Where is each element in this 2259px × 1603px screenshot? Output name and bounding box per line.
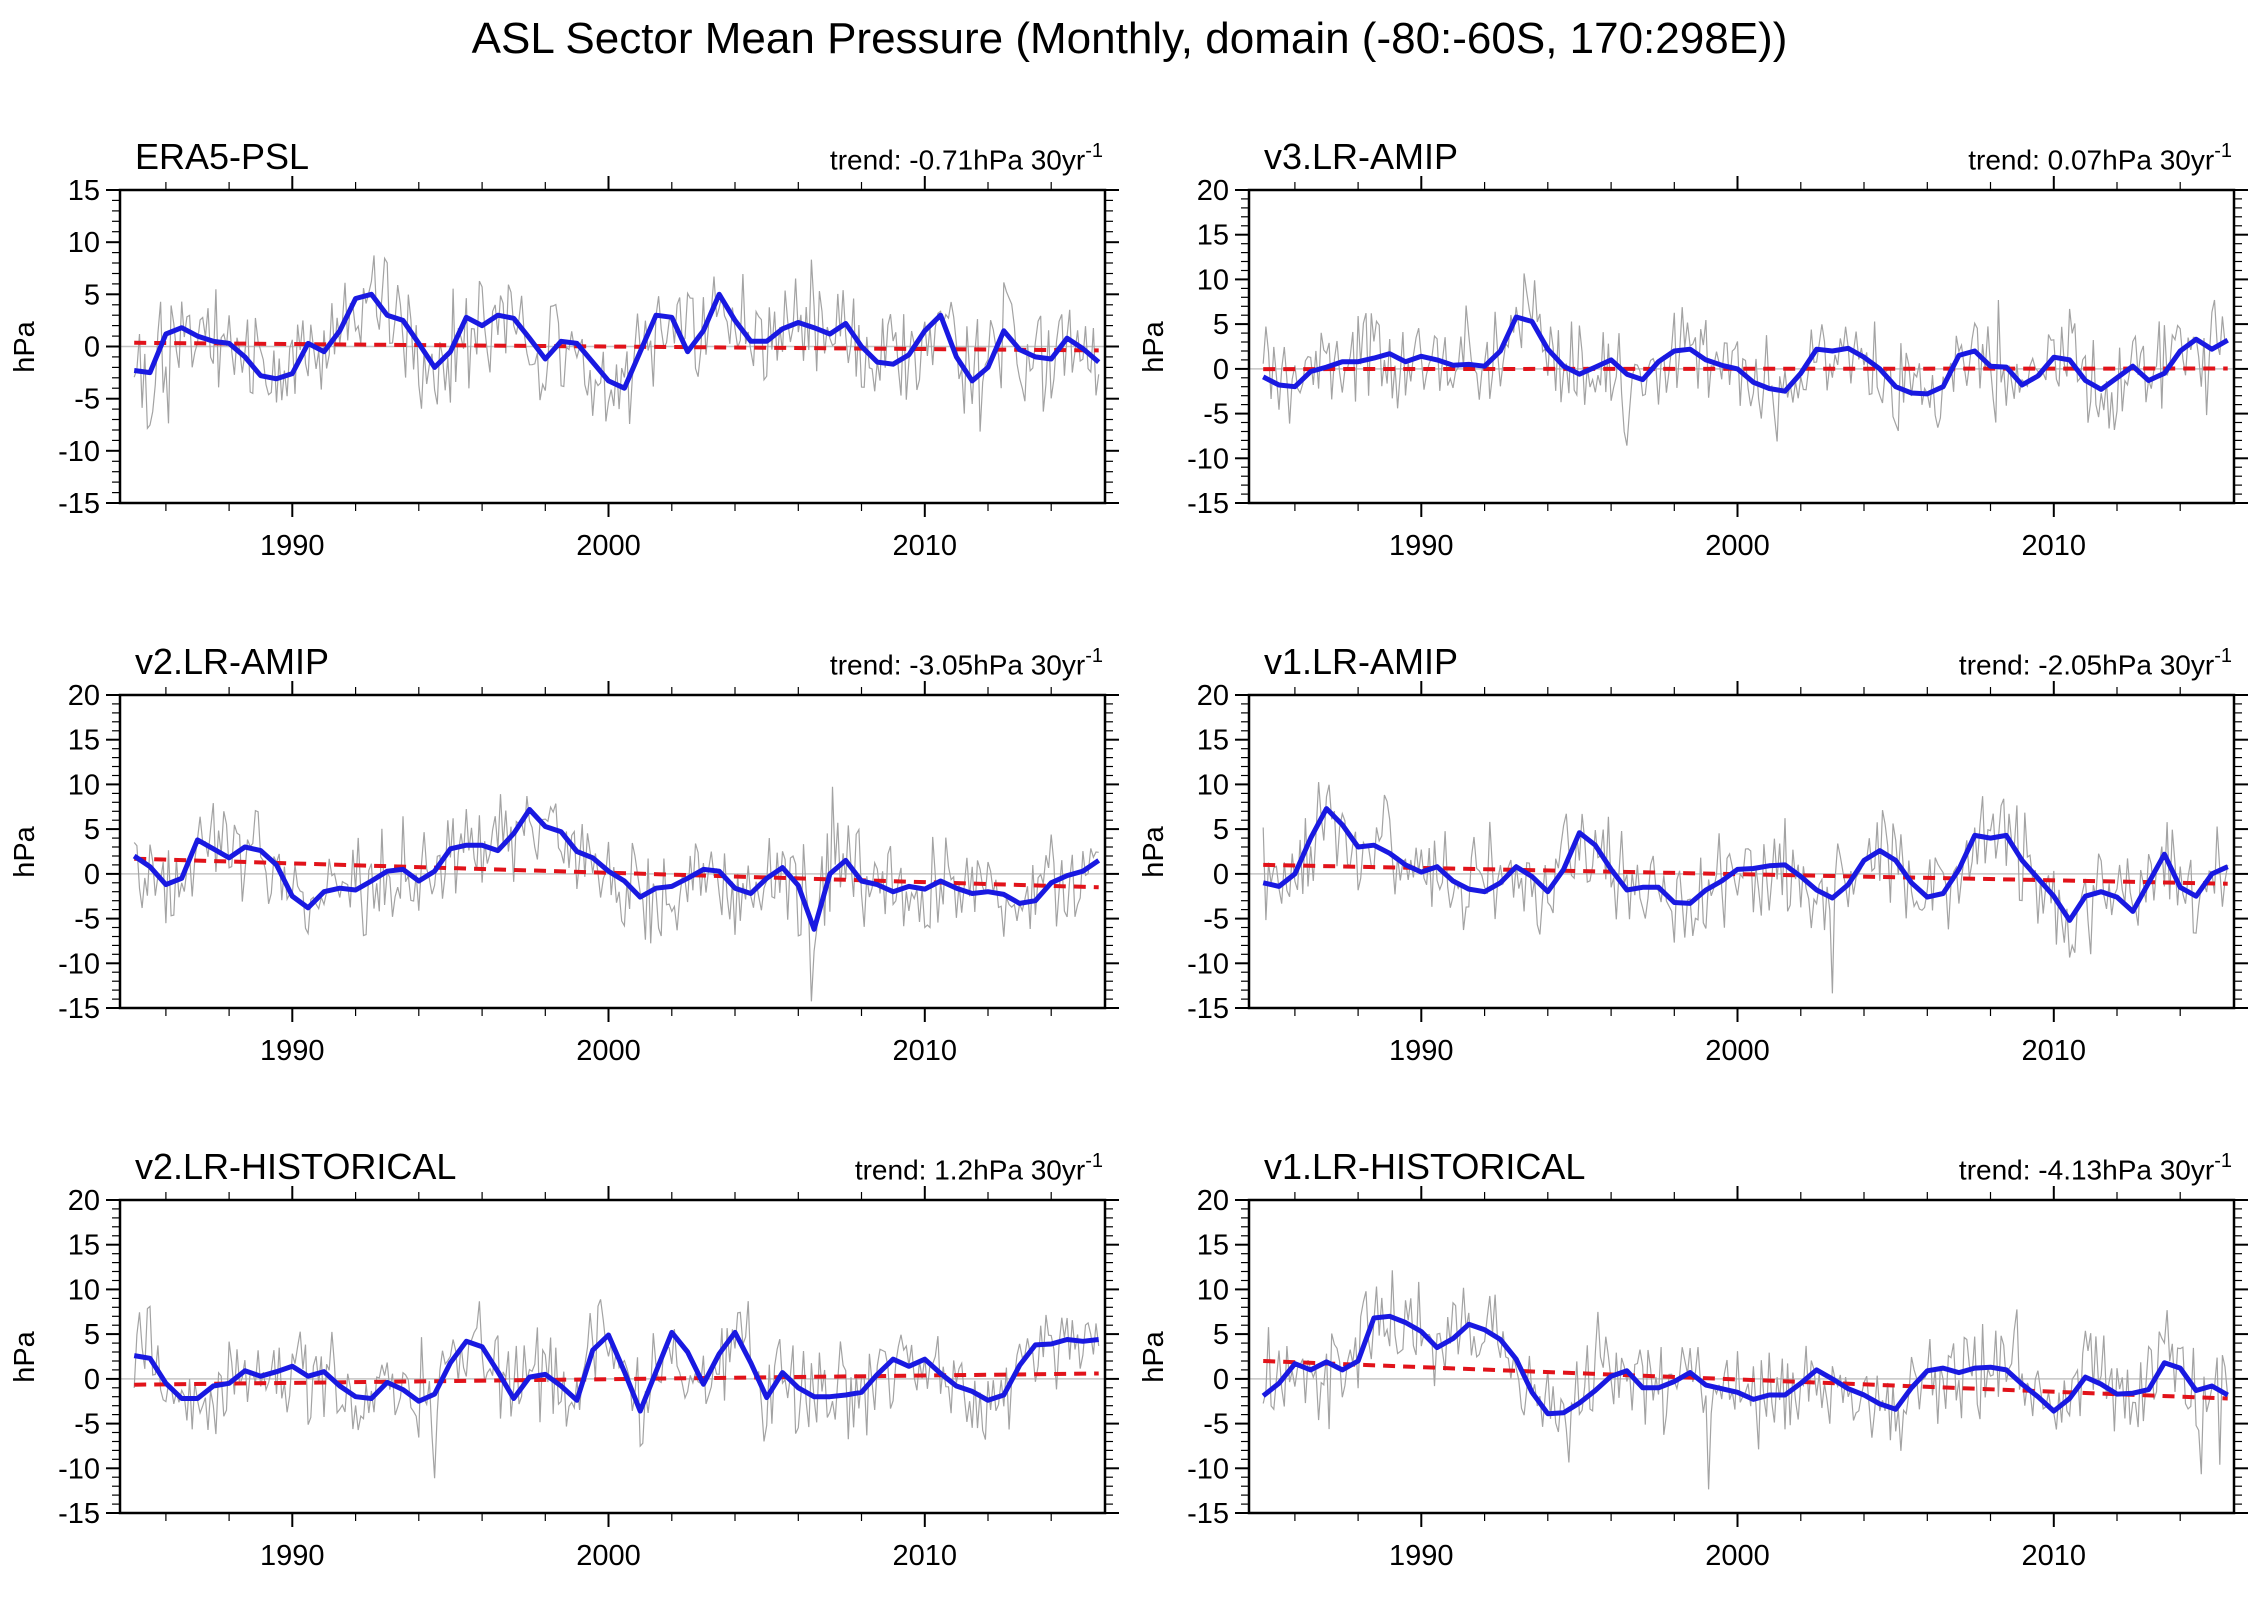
svg-text:10: 10 bbox=[68, 769, 100, 801]
svg-text:hPa: hPa bbox=[1138, 1330, 1170, 1382]
svg-text:5: 5 bbox=[84, 279, 100, 311]
svg-text:-5: -5 bbox=[74, 904, 100, 936]
svg-text:2010: 2010 bbox=[2022, 1540, 2087, 1572]
svg-text:20: 20 bbox=[68, 680, 100, 712]
plot-v2-lr-historical: -15 -10 -5 0 5 10 15 20 1990 2000 2010 hPa bbox=[9, 1185, 1119, 1572]
plot-v1-lr-amip: -15 -10 -5 0 5 10 15 20 1990 2000 2010 hPa bbox=[1138, 680, 2248, 1067]
svg-text:-10: -10 bbox=[1187, 1453, 1229, 1485]
svg-text:10: 10 bbox=[68, 227, 100, 259]
panel-v2-lr-historical: v2.LR-HISTORICAL trend: 1.2hPa 30yr-1 -1… bbox=[0, 1090, 1129, 1595]
svg-text:hPa: hPa bbox=[1138, 825, 1170, 877]
svg-text:1990: 1990 bbox=[260, 1540, 325, 1572]
svg-text:5: 5 bbox=[84, 1319, 100, 1351]
svg-text:10: 10 bbox=[1197, 769, 1229, 801]
svg-text:-15: -15 bbox=[1187, 993, 1229, 1025]
svg-text:15: 15 bbox=[1197, 220, 1229, 252]
svg-text:hPa: hPa bbox=[1138, 320, 1170, 372]
svg-text:5: 5 bbox=[1213, 814, 1229, 846]
svg-text:10: 10 bbox=[1197, 264, 1229, 296]
svg-text:-15: -15 bbox=[1187, 1498, 1229, 1530]
svg-text:2010: 2010 bbox=[2022, 1035, 2087, 1067]
svg-text:0: 0 bbox=[84, 332, 100, 364]
svg-text:2000: 2000 bbox=[1705, 1540, 1770, 1572]
svg-text:hPa: hPa bbox=[9, 825, 41, 877]
svg-text:20: 20 bbox=[68, 1185, 100, 1217]
panel-v1-lr-amip: v1.LR-AMIP trend: -2.05hPa 30yr-1 -15 -10… bbox=[1129, 585, 2258, 1090]
svg-text:-5: -5 bbox=[74, 1409, 100, 1441]
svg-text:hPa: hPa bbox=[9, 320, 41, 372]
svg-text:15: 15 bbox=[68, 725, 100, 757]
svg-text:20: 20 bbox=[1197, 1185, 1229, 1217]
plot-era5-psl: -15 -10 -5 0 5 10 15 1990 2000 2010 hPa bbox=[9, 175, 1119, 562]
svg-text:5: 5 bbox=[84, 814, 100, 846]
panels-grid: ERA5-PSL trend: -0.71hPa 30yr-1 -15 -10 -5… bbox=[0, 80, 2259, 1595]
svg-text:1990: 1990 bbox=[1389, 1035, 1454, 1067]
svg-text:2000: 2000 bbox=[1705, 1035, 1770, 1067]
svg-text:2010: 2010 bbox=[893, 1540, 958, 1572]
svg-text:15: 15 bbox=[68, 175, 100, 207]
svg-text:1990: 1990 bbox=[1389, 1540, 1454, 1572]
svg-text:0: 0 bbox=[1213, 1364, 1229, 1396]
svg-text:2000: 2000 bbox=[576, 1540, 641, 1572]
svg-text:0: 0 bbox=[1213, 859, 1229, 891]
svg-text:-5: -5 bbox=[1203, 399, 1229, 431]
plot-v1-lr-historical: -15 -10 -5 0 5 10 15 20 1990 2000 2010 hPa bbox=[1138, 1185, 2248, 1572]
svg-text:1990: 1990 bbox=[1389, 530, 1454, 562]
svg-text:-15: -15 bbox=[1187, 488, 1229, 520]
svg-text:1990: 1990 bbox=[260, 530, 325, 562]
svg-text:20: 20 bbox=[1197, 175, 1229, 207]
svg-text:0: 0 bbox=[1213, 354, 1229, 386]
svg-text:-10: -10 bbox=[58, 948, 100, 980]
svg-text:-15: -15 bbox=[58, 1498, 100, 1530]
svg-text:2010: 2010 bbox=[2022, 530, 2087, 562]
svg-text:5: 5 bbox=[1213, 1319, 1229, 1351]
svg-text:-10: -10 bbox=[1187, 948, 1229, 980]
svg-text:-10: -10 bbox=[58, 1453, 100, 1485]
panel-v3-lr-amip: v3.LR-AMIP trend: 0.07hPa 30yr-1 -15 -10-… bbox=[1129, 80, 2258, 585]
svg-text:-10: -10 bbox=[1187, 443, 1229, 475]
svg-text:10: 10 bbox=[1197, 1274, 1229, 1306]
plot-v3-lr-amip: -15 -10 -5 0 5 10 15 20 1990 2000 2010 hPa bbox=[1138, 175, 2248, 562]
svg-text:2010: 2010 bbox=[893, 530, 958, 562]
svg-text:1990: 1990 bbox=[260, 1035, 325, 1067]
svg-text:-15: -15 bbox=[58, 488, 100, 520]
svg-text:2000: 2000 bbox=[576, 530, 641, 562]
svg-text:5: 5 bbox=[1213, 309, 1229, 341]
svg-text:20: 20 bbox=[1197, 680, 1229, 712]
svg-text:-10: -10 bbox=[58, 436, 100, 468]
panel-v1-lr-historical: v1.LR-HISTORICAL trend: -4.13hPa 30yr-1 … bbox=[1129, 1090, 2258, 1595]
svg-text:15: 15 bbox=[68, 1230, 100, 1262]
svg-text:15: 15 bbox=[1197, 725, 1229, 757]
svg-text:-5: -5 bbox=[1203, 904, 1229, 936]
svg-text:2000: 2000 bbox=[1705, 530, 1770, 562]
panel-v2-lr-amip: v2.LR-AMIP trend: -3.05hPa 30yr-1 -15 -10… bbox=[0, 585, 1129, 1090]
svg-text:-5: -5 bbox=[74, 384, 100, 416]
svg-text:2010: 2010 bbox=[893, 1035, 958, 1067]
plot-v2-lr-amip: -15 -10 -5 0 5 10 15 20 1990 2000 2010 hPa bbox=[9, 680, 1119, 1067]
svg-text:0: 0 bbox=[84, 859, 100, 891]
svg-text:-5: -5 bbox=[1203, 1409, 1229, 1441]
svg-text:10: 10 bbox=[68, 1274, 100, 1306]
page-title: ASL Sector Mean Pressure (Monthly, domai… bbox=[471, 14, 1788, 63]
svg-text:2000: 2000 bbox=[576, 1035, 641, 1067]
svg-text:15: 15 bbox=[1197, 1230, 1229, 1262]
svg-text:-15: -15 bbox=[58, 993, 100, 1025]
svg-text:0: 0 bbox=[84, 1364, 100, 1396]
svg-text:hPa: hPa bbox=[9, 1330, 41, 1382]
panel-era5-psl: ERA5-PSL trend: -0.71hPa 30yr-1 -15 -10 -5… bbox=[0, 80, 1129, 585]
